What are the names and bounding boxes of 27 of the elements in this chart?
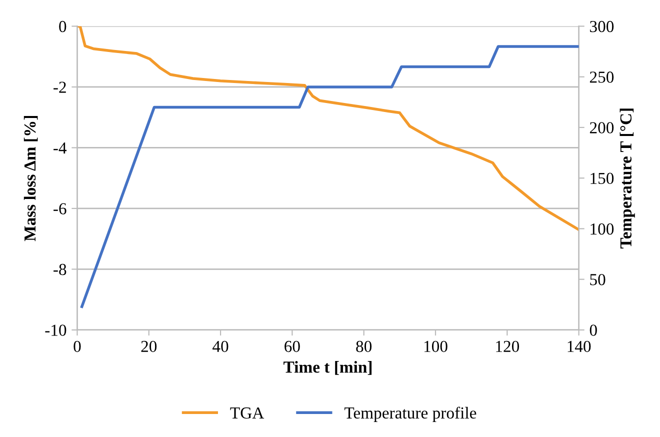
y-tick-label: -2 bbox=[54, 82, 66, 93]
x-tick-label: 80 bbox=[356, 340, 372, 352]
x-tick-label: 140 bbox=[568, 340, 591, 352]
y-axis-title: Mass loss Δm [%] bbox=[24, 116, 38, 242]
y2-tick-label: 100 bbox=[590, 223, 614, 235]
x-tick-label: 40 bbox=[212, 340, 228, 352]
legend-label: Temperature profile bbox=[344, 406, 476, 422]
x-tick-label: 60 bbox=[284, 340, 300, 352]
y-tick-label: -8 bbox=[54, 264, 66, 276]
x-tick-label: 100 bbox=[424, 340, 448, 352]
y-tick-label: 0 bbox=[59, 20, 66, 32]
y2-tick-label: 300 bbox=[590, 20, 614, 32]
y-tick-label: -6 bbox=[54, 203, 66, 214]
y-tick-label: -4 bbox=[54, 142, 67, 154]
y-tick-label: -10 bbox=[45, 324, 66, 336]
y2-axis-title: Temperature T [°C] bbox=[620, 108, 635, 248]
line-series bbox=[80, 45, 579, 308]
y2-tick-label: 250 bbox=[590, 72, 614, 83]
x-tick-label: 120 bbox=[496, 340, 520, 352]
x-tick-label: 0 bbox=[74, 340, 81, 352]
x-tick-label: 20 bbox=[141, 340, 157, 352]
x-axis-title: Time t [min] bbox=[284, 361, 372, 375]
y2-tick-label: 50 bbox=[590, 274, 606, 286]
y2-tick-label: 0 bbox=[590, 324, 597, 336]
y2-tick-label: 150 bbox=[590, 172, 614, 184]
y2-tick-label: 200 bbox=[590, 122, 614, 134]
legend-label: TGA bbox=[230, 407, 264, 419]
